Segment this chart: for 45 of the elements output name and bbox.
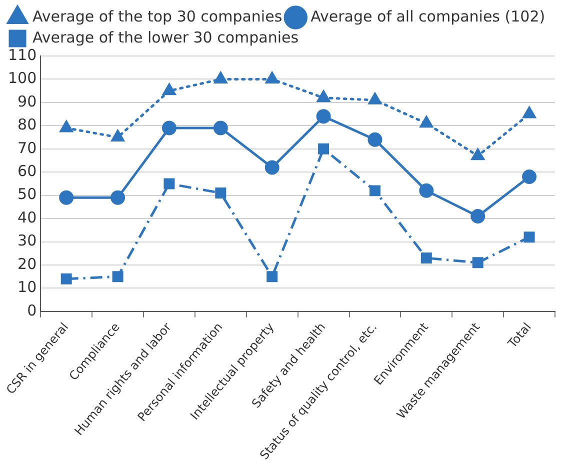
y-tick-label: 80: [18, 116, 37, 134]
y-tick-label: 40: [18, 208, 37, 226]
point: [60, 273, 72, 284]
point: [524, 232, 535, 243]
point: [419, 183, 434, 198]
y-tick-label: 100: [8, 69, 37, 88]
point: [162, 120, 176, 136]
point: [111, 130, 124, 142]
y-tick-label: 30: [18, 232, 37, 250]
y-tick-label: 0: [27, 301, 37, 320]
point: [318, 143, 330, 154]
legend-label: Average of the top 30 companies: [32, 7, 282, 26]
point: [214, 72, 228, 84]
point: [317, 90, 330, 102]
y-tick-label: 10: [18, 278, 37, 296]
point: [522, 170, 537, 184]
point: [213, 120, 228, 136]
point: [420, 116, 433, 128]
point: [60, 120, 73, 132]
point: [264, 160, 280, 175]
point: [472, 257, 484, 268]
point: [112, 271, 124, 282]
point: [369, 185, 380, 196]
point: [266, 72, 279, 84]
point: [471, 148, 484, 160]
y-tick-label: 110: [8, 46, 37, 64]
point: [110, 190, 126, 205]
y-tick-label: 70: [18, 138, 37, 157]
y-tick-label: 50: [18, 185, 37, 204]
y-tick-label: 60: [18, 162, 37, 180]
point: [316, 109, 331, 124]
point: [420, 252, 432, 264]
y-tick-label: 20: [18, 254, 37, 273]
point: [368, 132, 382, 147]
point: [59, 190, 74, 205]
point: [368, 92, 382, 104]
point: [266, 271, 278, 282]
y-tick-label: 90: [18, 92, 37, 110]
point: [164, 178, 175, 190]
point: [522, 106, 536, 118]
legend-label: Average of all companies (102): [310, 7, 546, 26]
point: [162, 84, 176, 96]
point: [470, 208, 486, 224]
point: [215, 188, 226, 198]
legend-label: Average of the lower 30 companies: [32, 28, 299, 46]
